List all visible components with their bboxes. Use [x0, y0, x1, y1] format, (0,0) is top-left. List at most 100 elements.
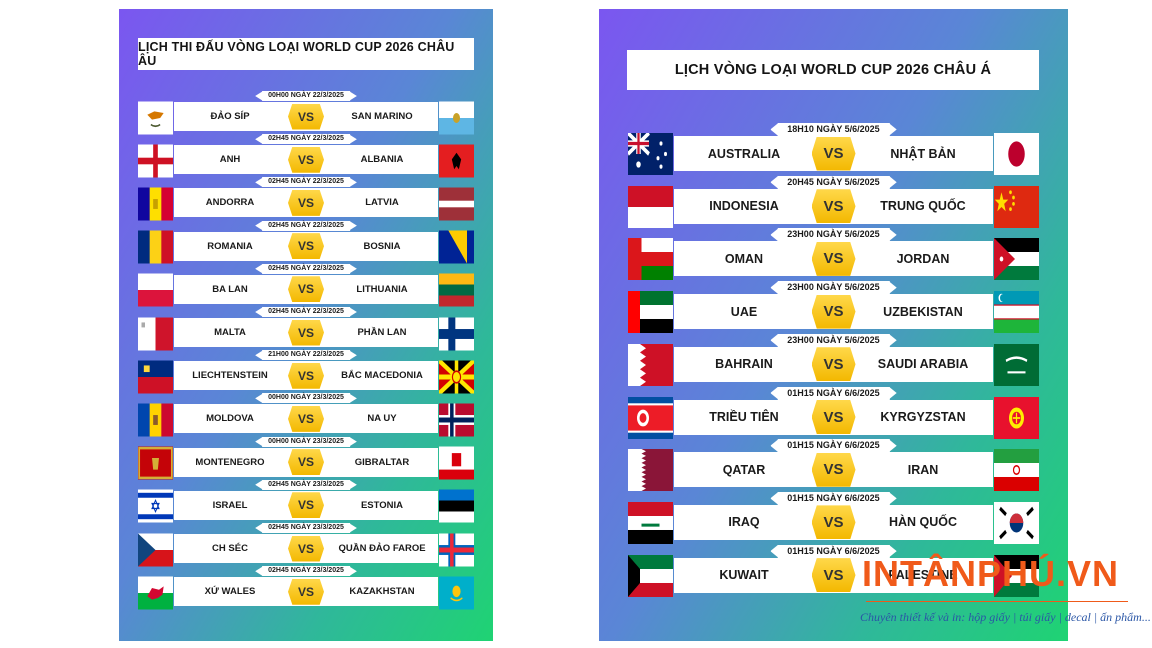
home-team: AUSTRALIA	[707, 146, 781, 161]
match-date: 00H00 NGÀY 23/3/2025	[262, 436, 350, 447]
flag-faroe-icon	[439, 533, 474, 566]
home-team: MONTENEGRO	[195, 456, 265, 468]
away-team: PALESTINE	[888, 568, 958, 583]
away-team: UZBEKISTAN	[883, 304, 963, 319]
flag-kyrgyzstan-icon	[994, 396, 1039, 439]
match-bar: ANH VS ALBANIA	[174, 145, 438, 175]
away-team: PHẦN LAN	[357, 327, 407, 338]
vs-badge: VS	[288, 233, 324, 260]
away-team: KAZAKHSTAN	[349, 586, 415, 598]
vs-badge: VS	[288, 405, 324, 432]
away-team: IRAN	[907, 462, 939, 477]
flag-israel-icon	[138, 489, 173, 523]
match-row: 00H00 NGÀY 22/3/2025 ĐẢO SÍP VS SAN MARI…	[119, 91, 493, 134]
flag-oman-icon	[628, 238, 673, 281]
away-team: SAN MARINO	[351, 111, 413, 122]
flag-gibraltar-icon	[439, 446, 474, 480]
home-team: MOLDOVA	[206, 413, 254, 425]
match-bar: OMAN VS JORDAN	[674, 241, 993, 277]
match-date: 01H15 NGÀY 6/6/2025	[777, 544, 890, 558]
match-date: 02H45 NGÀY 22/3/2025	[262, 307, 350, 317]
home-team: LIECHTENSTEIN	[192, 370, 268, 382]
europe-title: LỊCH THI ĐẤU VÒNG LOẠI WORLD CUP 2026 CH…	[138, 38, 474, 70]
home-team: UAE	[730, 304, 758, 319]
match-date: 21H00 NGÀY 22/3/2025	[262, 350, 350, 361]
home-team: TRIỀU TIÊN	[709, 410, 779, 424]
match-row: 00H00 NGÀY 23/3/2025 MOLDOVA VS NA UY	[119, 393, 493, 437]
home-team: INDONESIA	[709, 199, 779, 214]
home-team: KUWAIT	[719, 568, 769, 583]
match-date: 02H45 NGÀY 22/3/2025	[262, 134, 350, 145]
europe-schedule-panel: LỊCH THI ĐẤU VÒNG LOẠI WORLD CUP 2026 CH…	[119, 9, 493, 641]
flag-wales-icon	[138, 576, 173, 610]
match-row: 02H45 NGÀY 23/3/2025 XỨ WALES VS KAZAKHS…	[119, 566, 493, 610]
flag-macedonia-icon	[439, 360, 474, 394]
match-bar: ROMANIA VS BOSNIA	[174, 231, 438, 261]
match-row: 01H15 NGÀY 6/6/2025 IRAQ VS HÀN QUỐC	[599, 491, 1068, 544]
match-bar: CH SÉC VS QUẦN ĐẢO FAROE	[174, 534, 438, 563]
flag-uzbekistan-icon	[994, 291, 1039, 334]
match-row: 20H45 NGÀY 5/6/2025 INDONESIA VS TRUNG Q…	[599, 175, 1068, 228]
match-bar: BAHRAIN VS SAUDI ARABIA	[674, 346, 993, 382]
away-team: LATVIA	[365, 197, 399, 209]
away-team: BOSNIA	[363, 240, 401, 252]
match-bar: QATAR VS IRAN	[674, 452, 993, 488]
match-date: 02H45 NGÀY 23/3/2025	[262, 566, 350, 577]
match-date: 01H15 NGÀY 6/6/2025	[777, 439, 890, 453]
match-row: 18H10 NGÀY 5/6/2025 AUSTRALIA VS NHẬT BẢ…	[599, 123, 1068, 175]
asia-title: LỊCH VÒNG LOẠI WORLD CUP 2026 CHÂU Á	[627, 50, 1039, 90]
flag-indonesia-icon	[628, 185, 673, 228]
match-row: 01H15 NGÀY 6/6/2025 TRIỀU TIÊN VS KYRGYZ…	[599, 386, 1068, 439]
brand-tagline: Chuyên thiết kế và in: hộp giấy | túi gi…	[860, 610, 1151, 624]
flag-iran-icon	[994, 449, 1039, 492]
flag-bahrain-icon	[628, 343, 673, 386]
away-team: BẮC MACEDONIA	[341, 370, 423, 382]
match-bar: ANDORRA VS LATVIA	[174, 188, 438, 218]
vs-badge: VS	[288, 319, 324, 346]
match-row: 02H45 NGÀY 22/3/2025 BA LAN VS LITHUANIA	[119, 263, 493, 307]
match-bar: TRIỀU TIÊN VS KYRGYZSTAN	[674, 399, 993, 435]
vs-badge: VS	[811, 505, 856, 540]
match-bar: MOLDOVA VS NA UY	[174, 404, 438, 434]
flag-latvia-icon	[439, 187, 474, 221]
vs-badge: VS	[288, 535, 324, 562]
home-team: ANDORRA	[205, 197, 255, 209]
flag-kuwait-icon	[628, 554, 673, 597]
flag-montenegro-icon	[138, 446, 173, 480]
flag-qatar-icon	[628, 449, 673, 492]
vs-badge: VS	[288, 362, 324, 389]
match-date: 02H45 NGÀY 23/3/2025	[262, 479, 350, 490]
flag-saudi-icon	[994, 343, 1039, 386]
match-row: 02H45 NGÀY 22/3/2025 ROMANIA VS BOSNIA	[119, 220, 493, 264]
flag-england-icon	[138, 144, 173, 178]
match-date: 23H00 NGÀY 5/6/2025	[777, 228, 890, 242]
brand-divider	[866, 601, 1128, 602]
flag-poland-icon	[138, 273, 173, 307]
flag-sanmarino-icon	[439, 101, 474, 134]
match-bar: ISRAEL VS ESTONIA	[174, 490, 438, 520]
home-team: XỨ WALES	[204, 586, 256, 598]
home-team: ANH	[219, 154, 241, 166]
away-team: LITHUANIA	[356, 283, 408, 295]
match-date: 23H00 NGÀY 5/6/2025	[777, 281, 890, 295]
flag-jordan-icon	[994, 238, 1039, 281]
vs-badge: VS	[811, 294, 856, 329]
match-date: 00H00 NGÀY 23/3/2025	[262, 393, 350, 404]
match-date: 02H45 NGÀY 22/3/2025	[262, 220, 350, 231]
match-row: 02H45 NGÀY 22/3/2025 MALTA VS PHẦN LAN	[119, 307, 493, 350]
home-team: BA LAN	[212, 283, 248, 295]
vs-badge: VS	[288, 578, 324, 605]
home-team: MALTA	[214, 327, 246, 338]
brand-logo: INTÂNPHÚ.VN	[862, 553, 1120, 594]
flag-estonia-icon	[439, 489, 474, 523]
flag-norway-icon	[439, 403, 474, 437]
match-bar: XỨ WALES VS KAZAKHSTAN	[174, 577, 438, 607]
away-team: NHẬT BẢN	[890, 146, 956, 161]
match-row: 02H45 NGÀY 22/3/2025 ANDORRA VS LATVIA	[119, 177, 493, 221]
match-bar: INDONESIA VS TRUNG QUỐC	[674, 188, 993, 224]
match-bar: KUWAIT VS PALESTINE	[674, 557, 993, 593]
flag-romania-icon	[138, 230, 173, 264]
match-date: 18H10 NGÀY 5/6/2025	[777, 123, 890, 136]
flag-cyprus-icon	[138, 101, 173, 134]
flag-liechtenstein-icon	[138, 360, 173, 394]
